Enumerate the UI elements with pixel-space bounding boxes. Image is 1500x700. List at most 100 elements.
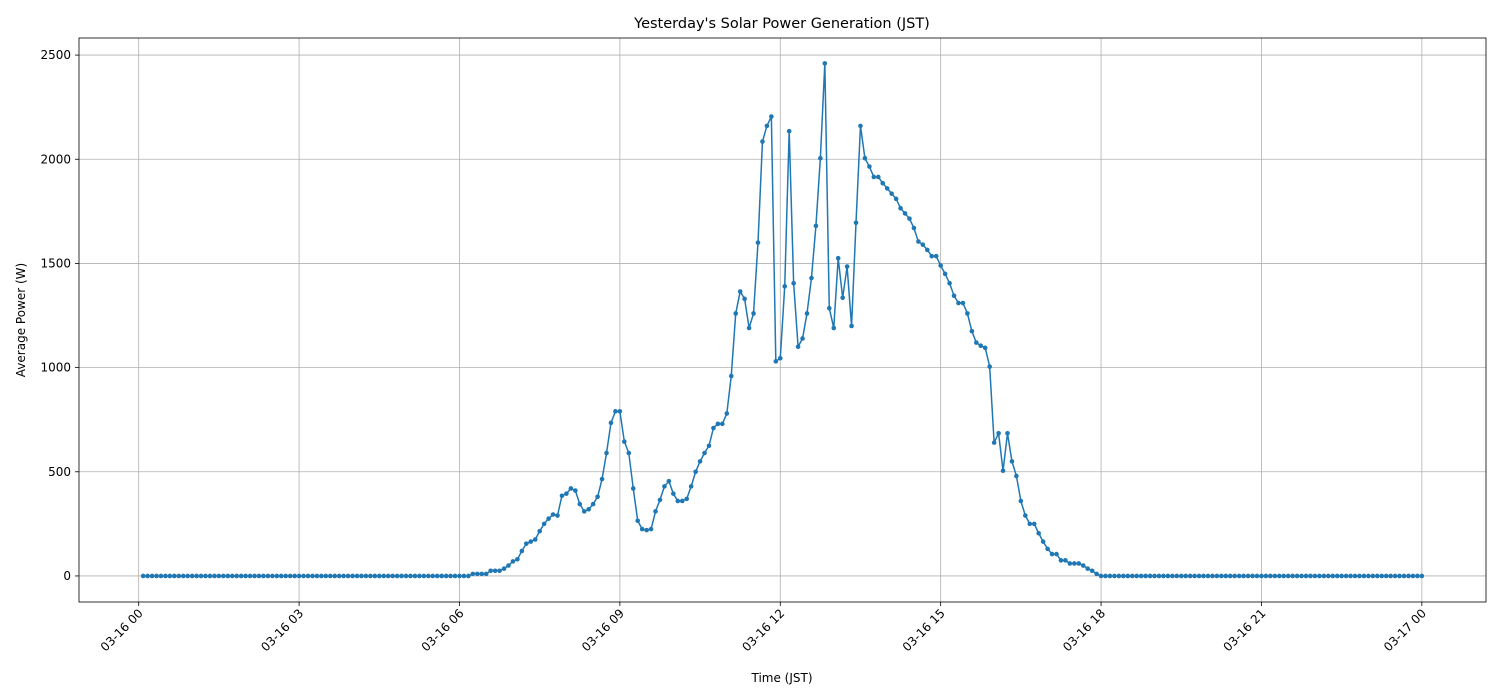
data-point xyxy=(376,573,382,579)
data-point xyxy=(938,263,943,268)
data-point xyxy=(1312,573,1318,579)
data-point xyxy=(1165,573,1171,579)
data-point xyxy=(568,486,574,491)
data-point xyxy=(336,573,342,579)
data-point xyxy=(1325,573,1331,579)
data-point xyxy=(1129,573,1135,579)
data-point xyxy=(212,573,217,579)
data-point xyxy=(1383,573,1389,579)
data-point xyxy=(1259,573,1264,579)
data-point xyxy=(965,311,970,316)
data-point xyxy=(501,566,507,571)
data-point xyxy=(1397,573,1402,579)
data-point xyxy=(1085,566,1090,571)
data-point xyxy=(1254,573,1260,579)
data-point xyxy=(644,527,649,533)
data-point xyxy=(947,280,952,286)
data-point xyxy=(163,573,168,579)
data-point xyxy=(1072,561,1077,566)
data-point xyxy=(448,573,453,579)
data-point xyxy=(826,305,832,311)
data-point xyxy=(475,571,480,577)
data-point xyxy=(653,509,658,514)
data-point xyxy=(728,373,734,379)
data-point xyxy=(599,476,605,482)
data-point xyxy=(417,573,422,579)
data-point xyxy=(1040,539,1046,544)
data-point xyxy=(715,421,721,427)
data-point xyxy=(207,573,213,579)
data-point xyxy=(951,293,957,299)
data-point xyxy=(274,573,280,579)
data-point xyxy=(577,501,583,507)
data-point xyxy=(916,239,921,244)
data-point xyxy=(1103,573,1108,579)
data-point xyxy=(809,275,814,281)
data-point xyxy=(372,573,378,579)
data-point xyxy=(550,512,556,517)
data-point xyxy=(1352,573,1358,579)
data-point xyxy=(978,343,984,349)
data-point xyxy=(1370,573,1376,579)
x-tick-label: 03-16 15 xyxy=(900,606,948,654)
data-point xyxy=(1121,573,1126,579)
data-point xyxy=(844,264,850,269)
data-point xyxy=(679,498,685,504)
data-point xyxy=(1054,551,1059,557)
data-point xyxy=(688,484,694,489)
data-point xyxy=(1317,573,1322,579)
data-point xyxy=(1272,573,1278,579)
data-point xyxy=(755,240,761,245)
data-point xyxy=(831,325,837,331)
data-point xyxy=(1348,573,1353,579)
data-point xyxy=(261,573,266,579)
data-point xyxy=(408,573,413,579)
y-tick-label: 500 xyxy=(48,465,71,479)
data-point xyxy=(292,573,297,579)
data-point xyxy=(613,409,618,414)
data-point xyxy=(359,573,364,579)
data-point xyxy=(466,573,471,579)
data-point xyxy=(180,573,186,579)
data-point xyxy=(305,573,311,579)
data-point xyxy=(1178,573,1184,579)
data-point xyxy=(1036,530,1041,536)
data-point xyxy=(893,196,899,202)
data-point xyxy=(1361,573,1367,579)
y-tick-label: 1500 xyxy=(40,256,71,270)
data-point xyxy=(1232,573,1238,579)
data-point xyxy=(595,494,600,500)
data-point xyxy=(287,573,293,579)
data-point xyxy=(363,573,369,579)
y-tick-label: 2500 xyxy=(40,48,71,62)
data-point xyxy=(394,573,400,579)
data-point xyxy=(1241,573,1246,579)
data-point xyxy=(657,497,663,503)
data-point xyxy=(1223,573,1229,579)
data-point xyxy=(1067,561,1073,566)
data-point xyxy=(176,573,182,579)
data-point xyxy=(470,571,476,577)
data-point xyxy=(1343,573,1349,579)
data-point xyxy=(1174,573,1180,579)
data-point xyxy=(1214,573,1220,579)
data-point xyxy=(924,247,930,253)
data-point xyxy=(1406,573,1411,579)
data-point xyxy=(693,469,698,475)
data-point xyxy=(1112,573,1117,579)
data-point xyxy=(1170,573,1175,579)
data-point xyxy=(519,548,525,554)
data-point xyxy=(1031,521,1037,527)
data-point xyxy=(497,568,502,574)
data-point xyxy=(265,573,271,579)
data-point xyxy=(1205,573,1211,579)
data-point xyxy=(479,571,485,577)
data-point xyxy=(617,409,623,414)
data-point xyxy=(1000,468,1006,474)
data-point xyxy=(238,573,244,579)
data-point xyxy=(1268,573,1273,579)
data-point xyxy=(229,573,235,579)
data-point xyxy=(158,573,164,579)
data-point xyxy=(991,440,997,445)
